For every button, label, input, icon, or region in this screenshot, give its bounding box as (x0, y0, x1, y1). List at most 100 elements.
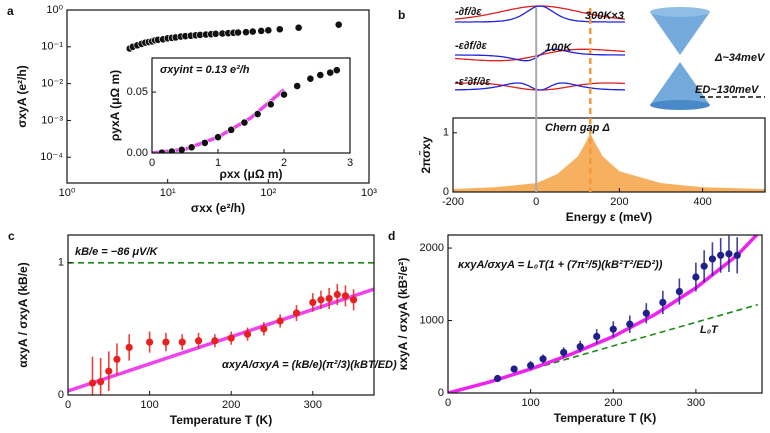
data-point (211, 337, 219, 345)
y-tick-label: 1000 (420, 314, 444, 326)
data-point (264, 26, 273, 35)
plot (68, 262, 374, 395)
x-axis-label: Energy ε (meV) (566, 210, 652, 224)
x-tick-label: 0 (149, 157, 155, 169)
y-tick-label: 0.05 (127, 86, 148, 98)
data-point (97, 378, 105, 386)
x-tick-label: 10¹ (160, 187, 176, 199)
data-point (167, 147, 176, 153)
data-point (293, 82, 302, 90)
data-point (234, 28, 242, 37)
data-point (194, 337, 203, 345)
data-point (332, 66, 341, 75)
data-point (266, 100, 275, 109)
axes-frame (452, 117, 766, 193)
area (453, 132, 765, 192)
axes-frame (67, 234, 375, 396)
x-tick-label: 100 (521, 397, 539, 409)
annotation: L₀T (700, 324, 719, 336)
schematic-curve (455, 5, 625, 23)
axes-frame (66, 9, 370, 184)
y-tick-label: 1 (58, 257, 64, 269)
plot-area (448, 235, 762, 393)
data-point (692, 273, 700, 281)
plot-area (68, 235, 374, 395)
panel-label: d (388, 229, 395, 243)
data-point (275, 25, 284, 34)
fit-line (68, 287, 374, 393)
data-point (276, 317, 284, 325)
data-point (316, 71, 325, 79)
plot (152, 66, 341, 153)
y-axis-label: αxyA / σxyA (kB/e) (16, 262, 30, 367)
annotation: αxyA/σxyA = (kB/e)(π²/3)(kBT/ED) (222, 359, 397, 371)
x-axis-label: σxx (e²/h) (191, 201, 245, 215)
annotation: -ε²∂f/∂ε (455, 76, 491, 88)
annotation: Δ~34meV (714, 52, 766, 64)
annotation: κxyA/σxyA = L₀T(1 + (7π²/5)(kB²T²/ED²)) (458, 259, 663, 271)
y-tick-label: 1 (443, 127, 449, 139)
panel: 0 1 2 3 0.00 0.05 ρxx (μΩ m) ρyxA (μΩ m) (108, 57, 353, 181)
y-tick-label: 0 (438, 387, 444, 399)
panel-label: a (7, 4, 14, 18)
data-point (294, 23, 303, 32)
annotation: 100K (545, 42, 572, 54)
y-tick-label: 10⁻¹ (41, 41, 63, 53)
data-point (717, 251, 725, 259)
panel-label: b (398, 8, 405, 22)
y-axis-label: κxyA / σxyA (kB²/e²) (396, 258, 410, 371)
axes-frame (447, 234, 763, 394)
cone-lower-base (650, 100, 710, 110)
data-point (609, 325, 617, 333)
data-point (659, 298, 667, 307)
x-tick-label: 400 (693, 196, 711, 208)
data-point (642, 309, 650, 317)
data-point (334, 20, 343, 29)
data-point (326, 68, 335, 77)
x-tick-label: 300 (304, 399, 322, 411)
data-point (214, 133, 222, 142)
x-tick-label: 200 (604, 397, 622, 409)
data-point (700, 262, 708, 270)
data-point (675, 287, 683, 296)
plot (453, 132, 765, 192)
y-tick-label: 10⁻⁴ (40, 151, 63, 163)
panel: 0 100 200 300 0 1 Temperature T (K) αxyA / σxyA… (8, 229, 375, 427)
data-point (527, 361, 535, 370)
x-tick-label: 1 (215, 157, 221, 169)
plot (448, 235, 759, 393)
y-tick-label: 10⁻² (41, 78, 63, 90)
x-axis-label: Temperature T (K) (554, 411, 656, 425)
x-tick-label: 200 (222, 399, 240, 411)
y-axis-label: 2πσ̃xy (418, 136, 433, 173)
data-point (125, 343, 133, 351)
data-point (105, 367, 113, 375)
annotation: 300K×3 (585, 10, 624, 22)
data-point (292, 309, 301, 317)
data-point (306, 74, 315, 83)
data-point (177, 145, 186, 153)
data-point (242, 28, 250, 37)
y-axis-label: σxyA (e²/h) (15, 65, 29, 127)
data-point (280, 90, 288, 99)
plot (125, 20, 343, 53)
data-point (113, 355, 121, 363)
schematic-curve (455, 48, 625, 62)
data-point (341, 292, 350, 300)
x-tick-label: 300 (687, 397, 705, 409)
data-point (333, 290, 341, 299)
cone-lower (650, 62, 710, 105)
x-axis-label: ρxx (μΩ m) (219, 167, 282, 181)
data-point (187, 143, 196, 152)
data-point (708, 255, 717, 263)
data-point (309, 298, 317, 307)
data-point (733, 251, 741, 259)
data-point (227, 334, 235, 342)
data-point (243, 330, 252, 338)
annotation: σxyint = 0.13 e²/h (160, 64, 250, 76)
data-point (593, 332, 601, 341)
schematic (454, 5, 765, 110)
x-tick-label: 3 (347, 157, 353, 169)
